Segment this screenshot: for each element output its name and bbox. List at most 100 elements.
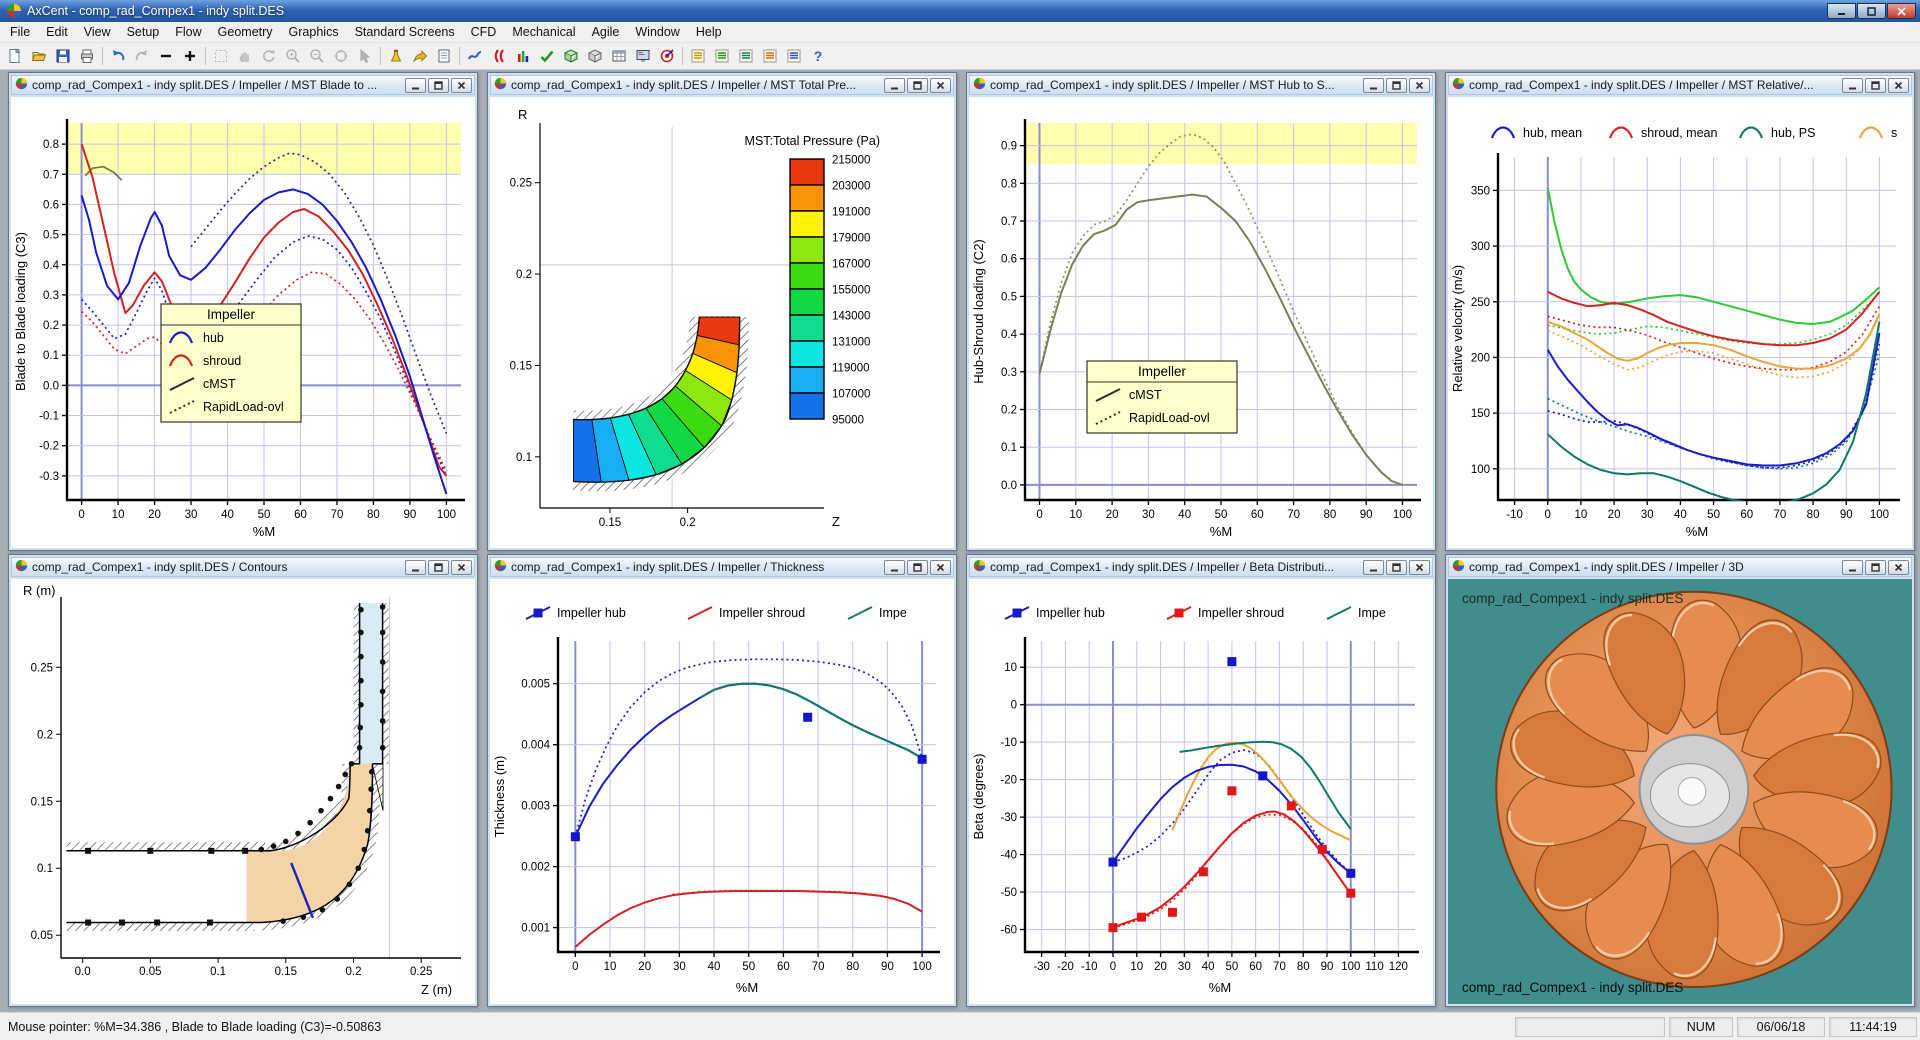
main-titlebar[interactable]: AxCent - comp_rad_Compex1 - indy split.D… [0, 0, 1920, 22]
child-close-button[interactable] [451, 78, 472, 93]
child-minimize-button[interactable] [405, 560, 426, 575]
svg-text:0: 0 [78, 509, 84, 521]
target-icon [333, 48, 349, 64]
svg-text:20: 20 [638, 961, 651, 973]
child-window-buttons [884, 78, 951, 93]
toolbar-flow-path-button[interactable] [463, 45, 487, 67]
toolbar-screen-list-4-button[interactable] [758, 45, 782, 67]
child-close-button[interactable] [930, 560, 951, 575]
toolbar-check-button[interactable] [535, 45, 559, 67]
toolbar-screen-list-5-button[interactable] [782, 45, 806, 67]
window-maximize-button[interactable] [1857, 3, 1886, 19]
child-window-titlebar[interactable]: comp_rad_Compex1 - indy split.DES / Impe… [490, 75, 954, 95]
child-minimize-button[interactable] [884, 560, 905, 575]
toolbar-help-button[interactable]: ? [806, 45, 830, 67]
child-minimize-button[interactable] [884, 78, 905, 93]
toolbar-screen-list-3-button[interactable] [734, 45, 758, 67]
child-close-button[interactable] [930, 78, 951, 93]
child-minimize-button[interactable] [405, 78, 426, 93]
child-maximize-button[interactable] [428, 560, 449, 575]
child-window-titlebar[interactable]: comp_rad_Compex1 - indy split.DES / Impe… [969, 557, 1433, 577]
child-minimize-button[interactable] [1842, 560, 1863, 575]
select-icon [213, 48, 229, 64]
toolbar-zoom-in-button[interactable] [178, 45, 202, 67]
menu-agile[interactable]: Agile [584, 23, 628, 41]
child-close-button[interactable] [451, 560, 472, 575]
child-window-titlebar[interactable]: comp_rad_Compex1 - indy split.DES / Impe… [1448, 75, 1912, 95]
menu-setup[interactable]: Setup [119, 23, 168, 41]
toolbar-undo-button[interactable] [106, 45, 130, 67]
child-close-button[interactable] [1888, 78, 1909, 93]
toolbar-save-button[interactable] [51, 45, 75, 67]
child-minimize-button[interactable] [1363, 78, 1384, 93]
child-window-titlebar[interactable]: comp_rad_Compex1 - indy split.DES / Cont… [11, 557, 475, 577]
toolbar-new-button[interactable] [3, 45, 27, 67]
child-maximize-button[interactable] [1386, 78, 1407, 93]
menu-standard-screens[interactable]: Standard Screens [347, 23, 463, 41]
child-window-title: comp_rad_Compex1 - indy split.DES / Impe… [32, 78, 401, 92]
zoom-fit-icon [309, 48, 325, 64]
child-window-titlebar[interactable]: comp_rad_Compex1 - indy split.DES / Impe… [1448, 557, 1912, 577]
mesh-gray-icon [587, 48, 603, 64]
window-close-button[interactable] [1887, 3, 1916, 19]
child-minimize-button[interactable] [1842, 78, 1863, 93]
menu-mechanical[interactable]: Mechanical [504, 23, 583, 41]
svg-text:0.0: 0.0 [75, 966, 91, 978]
toolbar-open-button[interactable] [27, 45, 51, 67]
chart-canvas-hubshroud[interactable]: 01020304050607080901000.00.10.20.30.40.5… [969, 97, 1433, 548]
chart-canvas-contours[interactable]: 0.050.10.150.20.250.00.050.10.150.20.25R… [11, 579, 475, 1004]
menu-flow[interactable]: Flow [167, 23, 209, 41]
svg-text:120: 120 [1389, 961, 1408, 973]
toolbar-bar-chart-button[interactable] [511, 45, 535, 67]
toolbar-report-button[interactable] [432, 45, 456, 67]
svg-text:0.2: 0.2 [516, 269, 532, 281]
child-maximize-button[interactable] [1865, 78, 1886, 93]
child-maximize-button[interactable] [1386, 560, 1407, 575]
child-maximize-button[interactable] [1865, 560, 1886, 575]
menu-view[interactable]: View [76, 23, 119, 41]
toolbar-pan-button [233, 45, 257, 67]
chart-canvas-thickness[interactable]: 01020304050607080901000.0010.0020.0030.0… [490, 579, 954, 1004]
toolbar-zoom-out-button[interactable] [154, 45, 178, 67]
child-window-titlebar[interactable]: comp_rad_Compex1 - indy split.DES / Impe… [11, 75, 475, 95]
toolbar-mesh-green-button[interactable] [559, 45, 583, 67]
menu-help[interactable]: Help [688, 23, 730, 41]
child-maximize-button[interactable] [428, 78, 449, 93]
toolbar-mesh-gray-button[interactable] [583, 45, 607, 67]
menu-graphics[interactable]: Graphics [281, 23, 347, 41]
svg-text:0: 0 [572, 961, 578, 973]
chart-canvas-beta[interactable]: -30-20-100102030405060708090100110120-60… [969, 579, 1433, 1004]
child-window-titlebar[interactable]: comp_rad_Compex1 - indy split.DES / Impe… [969, 75, 1433, 95]
menu-cfd[interactable]: CFD [463, 23, 505, 41]
chart-canvas-threed[interactable]: comp_rad_Compex1 - indy split.DEScomp_ra… [1448, 579, 1912, 1004]
menu-window[interactable]: Window [627, 23, 687, 41]
toolbar-vanes-button[interactable] [487, 45, 511, 67]
chart-canvas-relative[interactable]: -100102030405060708090100100150200250300… [1448, 97, 1912, 548]
toolbar-dart-button[interactable] [655, 45, 679, 67]
chart-canvas-blade[interactable]: 0102030405060708090100-0.3-0.2-0.10.00.1… [11, 97, 475, 548]
toolbar-materials-button[interactable] [384, 45, 408, 67]
chart-canvas-pressure[interactable]: 0.10.150.20.250.150.2RZMST:Total Pressur… [490, 97, 954, 548]
child-minimize-button[interactable] [1363, 560, 1384, 575]
toolbar-print-button[interactable] [75, 45, 99, 67]
toolbar-table-button[interactable] [607, 45, 631, 67]
child-close-button[interactable] [1888, 560, 1909, 575]
menu-geometry[interactable]: Geometry [210, 23, 281, 41]
child-close-button[interactable] [1409, 560, 1430, 575]
menu-file[interactable]: File [2, 23, 38, 41]
child-close-button[interactable] [1409, 78, 1430, 93]
screen-list-3-icon [738, 48, 754, 64]
statusbar: Mouse pointer: %M=34.386 , Blade to Blad… [0, 1012, 1920, 1040]
child-maximize-button[interactable] [907, 560, 928, 575]
toolbar-screen-list-2-button[interactable] [710, 45, 734, 67]
svg-text:119000: 119000 [832, 363, 870, 375]
pointer-icon [357, 48, 373, 64]
window-minimize-button[interactable] [1827, 3, 1856, 19]
toolbar-export-button[interactable] [408, 45, 432, 67]
child-window-title: comp_rad_Compex1 - indy split.DES / Impe… [990, 78, 1359, 92]
toolbar-screen-layout-button[interactable] [631, 45, 655, 67]
menu-edit[interactable]: Edit [38, 23, 76, 41]
child-maximize-button[interactable] [907, 78, 928, 93]
child-window-titlebar[interactable]: comp_rad_Compex1 - indy split.DES / Impe… [490, 557, 954, 577]
toolbar-screen-list-1-button[interactable] [686, 45, 710, 67]
